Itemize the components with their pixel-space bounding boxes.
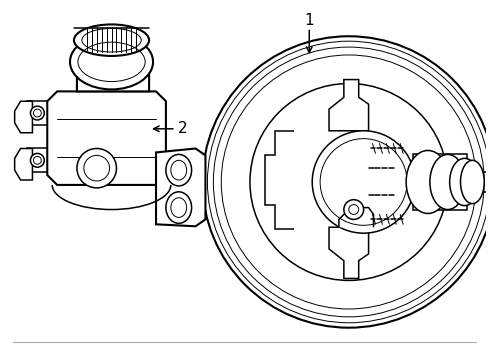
Polygon shape xyxy=(77,54,149,91)
Circle shape xyxy=(311,131,414,233)
Ellipse shape xyxy=(74,24,149,56)
Circle shape xyxy=(77,148,116,188)
Polygon shape xyxy=(15,101,32,133)
Ellipse shape xyxy=(70,34,153,89)
Polygon shape xyxy=(156,148,205,226)
Ellipse shape xyxy=(406,150,449,213)
Circle shape xyxy=(30,106,44,120)
Bar xyxy=(27,101,47,125)
Polygon shape xyxy=(47,91,165,185)
Circle shape xyxy=(249,84,447,280)
Polygon shape xyxy=(328,80,368,131)
Polygon shape xyxy=(412,154,467,210)
Ellipse shape xyxy=(449,158,478,206)
Circle shape xyxy=(343,200,363,219)
Ellipse shape xyxy=(165,154,191,186)
Circle shape xyxy=(202,36,488,328)
Ellipse shape xyxy=(460,160,483,204)
Polygon shape xyxy=(338,208,373,227)
Polygon shape xyxy=(264,131,294,229)
Circle shape xyxy=(30,153,44,167)
Polygon shape xyxy=(328,227,368,278)
Ellipse shape xyxy=(165,192,191,223)
Text: 1: 1 xyxy=(304,13,313,28)
Text: 2: 2 xyxy=(178,121,187,136)
Ellipse shape xyxy=(429,154,465,210)
Polygon shape xyxy=(15,148,32,180)
Bar xyxy=(27,148,47,172)
